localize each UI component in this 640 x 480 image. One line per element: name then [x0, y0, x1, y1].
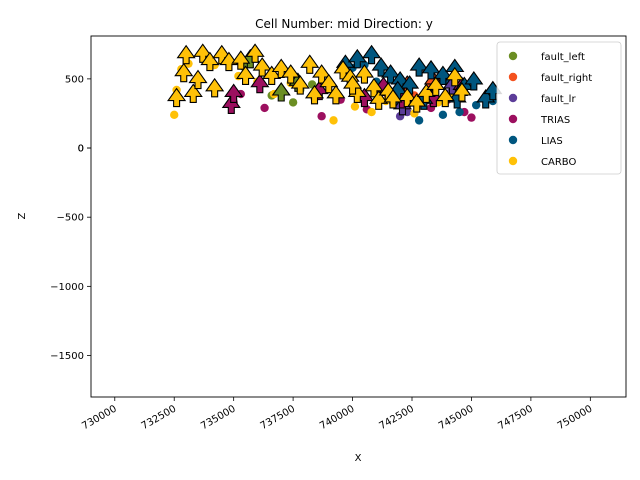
data-point	[170, 110, 179, 120]
orientation-arrow	[174, 62, 194, 83]
legend-marker	[508, 51, 518, 61]
legend-marker	[508, 135, 518, 145]
orientation-arrow	[369, 90, 389, 110]
x-tick-label: 737500	[259, 404, 298, 433]
data-point	[467, 113, 476, 122]
data-point	[288, 98, 298, 107]
orientation-arrow	[435, 87, 455, 108]
legend-marker	[508, 114, 518, 124]
orientation-arrow	[235, 65, 256, 85]
x-tick-label: 732500	[140, 404, 179, 433]
orientation-arrow	[262, 65, 282, 85]
legend-label: CARBO	[541, 157, 576, 168]
plot-area	[167, 43, 503, 125]
legend: fault_left fault_right fault_lr TRIAS LIAS CA…	[496, 41, 622, 175]
orientation-arrow	[445, 66, 465, 87]
data-point	[455, 107, 464, 117]
chart-title: Cell Number: mid Direction: y	[255, 17, 433, 31]
y-axis-label: Z	[17, 212, 28, 219]
orientation-arrow	[426, 76, 446, 97]
legend-label: TRIAS	[540, 115, 570, 126]
orientation-arrow	[188, 69, 208, 90]
orientation-arrow	[342, 75, 363, 95]
x-tick-label: 742500	[377, 404, 416, 433]
data-point	[350, 102, 360, 111]
orientation-arrow	[347, 48, 367, 69]
orientation-arrow	[200, 51, 220, 72]
data-point	[472, 100, 481, 110]
orientation-arrow	[354, 64, 375, 84]
orientation-arrow	[290, 75, 310, 95]
x-tick-label: 745000	[437, 404, 476, 433]
legend-marker	[508, 156, 518, 166]
orientation-arrow	[326, 84, 346, 105]
x-tick-label: 735000	[199, 404, 238, 433]
legend-marker	[508, 93, 518, 103]
legend-label: LIAS	[541, 136, 563, 147]
orientation-arrow	[383, 88, 403, 109]
orientation-arrow	[464, 70, 484, 91]
orientation-arrow	[407, 93, 427, 113]
data-point	[438, 110, 448, 120]
orientation-arrow	[167, 87, 187, 108]
axes-frame	[90, 35, 627, 398]
orientation-arrow	[416, 83, 436, 103]
y-tick-label: 0	[78, 144, 84, 155]
orientation-arrow	[205, 77, 225, 98]
orientation-arrow	[219, 51, 239, 72]
orientation-arrow	[433, 65, 453, 85]
legend-label: fault_right	[541, 73, 592, 84]
orientation-arrow	[224, 83, 244, 103]
x-axis-label: X	[355, 453, 362, 464]
y-tick-label: −1500	[50, 351, 84, 362]
y-tick-label: −500	[57, 213, 84, 224]
y-tick-label: 500	[65, 74, 84, 85]
y-tick-label: 0	[78, 144, 84, 155]
data-point	[317, 112, 326, 121]
orientation-arrow	[347, 83, 367, 103]
legend-marker	[508, 72, 518, 82]
orientation-arrow	[300, 54, 320, 74]
data-point	[414, 116, 424, 125]
x-tick-label: 740000	[318, 404, 357, 433]
data-point	[367, 107, 376, 117]
orientation-arrow	[362, 44, 382, 65]
orientation-arrow	[176, 44, 196, 65]
x-tick-label: 747500	[496, 404, 535, 433]
x-tick-label: 730000	[80, 404, 119, 433]
legend-label: fault_lr	[541, 94, 576, 105]
y-tick-label: −1000	[50, 282, 84, 293]
x-tick-label: 750000	[556, 404, 595, 433]
legend-box	[496, 41, 622, 175]
orientation-arrow	[452, 82, 472, 102]
data-point	[260, 103, 269, 113]
orientation-arrow	[281, 64, 301, 84]
orientation-arrow	[183, 83, 203, 103]
orientation-arrow	[271, 82, 291, 102]
orientation-arrow	[250, 73, 270, 94]
legend-label: fault_left	[541, 52, 585, 63]
data-marks	[167, 43, 503, 125]
orientation-arrow	[400, 75, 420, 95]
orientation-arrow	[304, 84, 325, 105]
data-point	[329, 116, 338, 125]
orientation-arrow	[421, 59, 441, 80]
orientation-arrow	[245, 43, 265, 63]
orientation-arrow	[409, 57, 429, 77]
